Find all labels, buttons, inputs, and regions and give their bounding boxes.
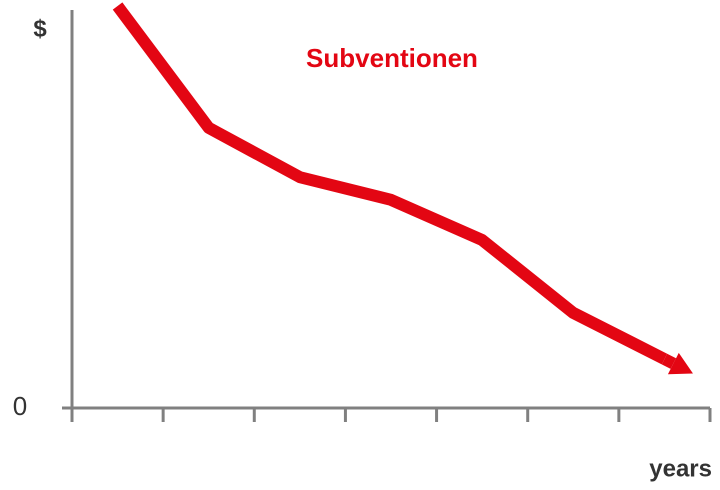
y-axis-label: $ [33,15,47,42]
y-tick-label: 0 [13,391,27,421]
x-axis-label: years [649,455,712,482]
arrow-shaft [661,353,677,369]
chart-title: Subventionen [306,43,478,73]
arrow-head [667,352,693,375]
data-line [112,2,668,365]
